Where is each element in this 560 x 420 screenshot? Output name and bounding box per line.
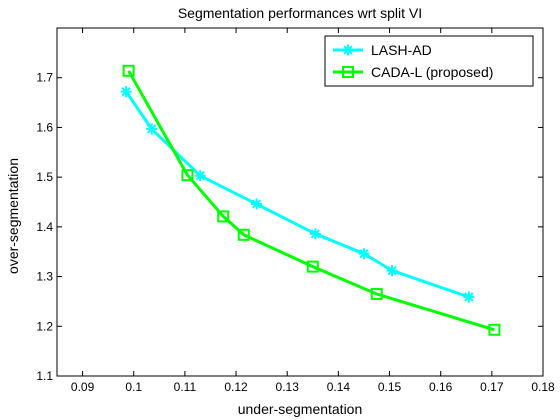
chart-title: Segmentation performances wrt split VI: [178, 5, 422, 21]
y-axis-label: over-segmentation: [5, 158, 21, 274]
series-1-point: [309, 228, 321, 240]
legend-entry: CADA-L (proposed): [333, 64, 493, 80]
legend-swatch-marker: [342, 66, 354, 78]
x-tick-label: 0.11: [174, 380, 197, 394]
x-axis-label: under-segmentation: [238, 401, 363, 417]
x-tick-label: 0.14: [327, 380, 351, 394]
series-2-point: [488, 323, 501, 336]
x-tick-label: 0.15: [378, 380, 402, 394]
series-2: [122, 64, 501, 336]
x-tick-label: 0.09: [71, 380, 95, 394]
series-1-point: [386, 265, 398, 277]
series-layer: [120, 64, 501, 336]
legend-label: LASH-AD: [371, 42, 432, 58]
series-1-point: [463, 291, 475, 303]
x-tick-label: 0.18: [531, 380, 555, 394]
y-tick-label: 1.6: [36, 120, 53, 134]
y-tick-label: 1.4: [36, 220, 53, 234]
x-tick-label: 0.17: [480, 380, 504, 394]
y-tick-label: 1.2: [36, 319, 53, 333]
series-1: [120, 86, 475, 303]
y-tick-label: 1.3: [36, 270, 53, 284]
series-1-point: [251, 198, 263, 210]
series-2-point: [370, 287, 383, 300]
plot-frame: [56, 27, 544, 377]
series-2-point: [306, 260, 319, 273]
series-2-point: [237, 228, 250, 241]
series-2-point: [122, 64, 135, 77]
series-1-line: [124, 90, 470, 299]
series-2-line: [127, 70, 495, 332]
series-1-point: [120, 86, 132, 98]
legend-entry: LASH-AD: [333, 42, 432, 58]
legend-label: CADA-L (proposed): [371, 64, 493, 80]
series-1-point: [358, 248, 370, 260]
legend-swatch-marker: [342, 44, 354, 56]
y-tick-label: 1.7: [36, 71, 53, 85]
y-tick-label: 1.5: [36, 170, 53, 184]
legend-box: [324, 35, 534, 87]
series-1-point: [194, 170, 206, 182]
series-1-point: [146, 123, 158, 135]
x-tick-label: 0.1: [125, 380, 142, 394]
series-2-point: [181, 169, 194, 182]
series-2-point: [217, 210, 230, 223]
y-tick-label: 1.1: [36, 369, 53, 383]
legend: LASH-AD CADA-L (proposed): [324, 35, 534, 87]
ticks: 0.09 0.1 0.11 0.12 0.13 0.14 0.15 0.16 0.17 0.18 1…: [36, 28, 555, 394]
x-tick-label: 0.16: [429, 380, 453, 394]
x-tick-label: 0.13: [276, 380, 300, 394]
x-tick-label: 0.12: [224, 380, 248, 394]
